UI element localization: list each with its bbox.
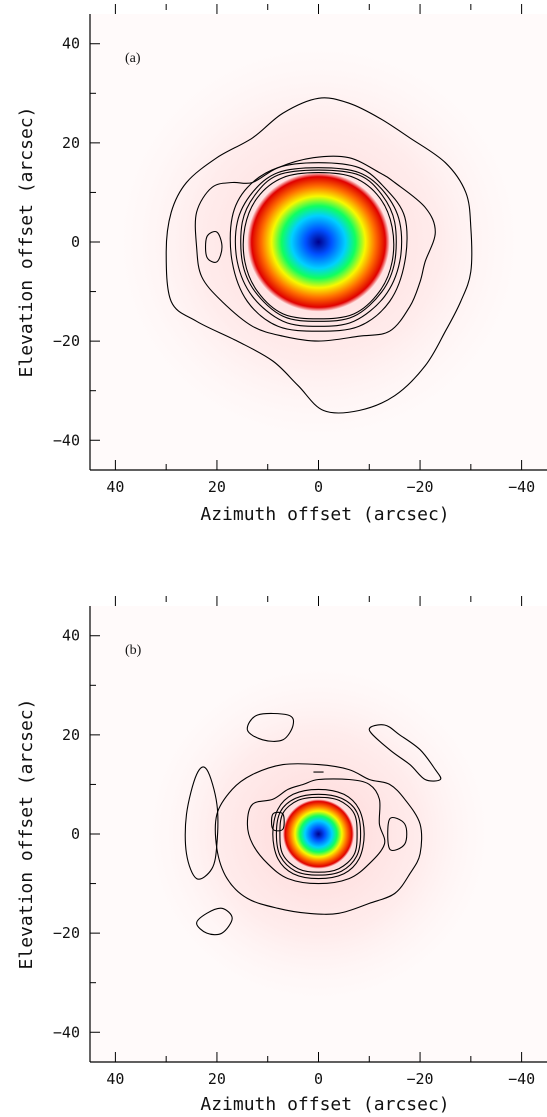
contour-line <box>240 169 397 322</box>
contour-line <box>387 817 408 851</box>
y-tick-label: 20 <box>62 726 80 744</box>
contour-line <box>234 167 403 327</box>
panel-a: 40 20 0 −20 −40 40 20 0 −20 −40 Azimuth offset (ar… <box>16 4 547 525</box>
contour-line <box>229 162 408 332</box>
contour-line <box>275 793 362 876</box>
panel-label: (b) <box>125 643 142 658</box>
contour-line <box>194 155 436 342</box>
x-tick-label: 0 <box>314 1070 323 1088</box>
contour-line <box>272 788 365 880</box>
contour-line <box>368 724 442 782</box>
y-tick-label: −20 <box>53 332 80 350</box>
beam-core <box>247 172 390 312</box>
contour-line <box>246 778 386 885</box>
contour-line <box>184 766 219 880</box>
y-tick-label: 40 <box>62 627 80 645</box>
x-tick-label: −20 <box>407 1070 434 1088</box>
x-tick-label: 40 <box>106 478 124 496</box>
y-tick-label: −40 <box>53 431 80 449</box>
y-tick-label: −20 <box>53 924 80 942</box>
contour-line <box>196 907 233 936</box>
beam-core <box>282 799 355 869</box>
x-tick-label: −20 <box>407 478 434 496</box>
x-tick-label: 0 <box>314 478 323 496</box>
y-tick-label: 0 <box>71 233 80 251</box>
panel-label: (a) <box>125 51 141 66</box>
panel-b: 40 20 0 −20 −40 40 20 0 −20 −40 Azimuth offset (ar… <box>16 596 547 1115</box>
contour-line <box>214 763 423 915</box>
contour-line <box>279 796 358 873</box>
plot-area <box>90 14 547 470</box>
x-tick-label: −40 <box>508 1070 535 1088</box>
contour-line <box>246 712 295 742</box>
y-tick-label: 0 <box>71 825 80 843</box>
y-tick-label: 40 <box>62 35 80 53</box>
x-tick-label: 20 <box>208 1070 226 1088</box>
contour-line <box>165 97 473 414</box>
x-tick-label: −40 <box>508 478 535 496</box>
y-tick-label: −40 <box>53 1023 80 1041</box>
contour-line <box>204 231 223 263</box>
x-tick-label: 20 <box>208 478 226 496</box>
x-axis-title: Azimuth offset (arcsec) <box>200 504 449 525</box>
contour-line <box>242 172 395 320</box>
plot-area <box>90 606 547 1062</box>
x-tick-label: 40 <box>106 1070 124 1088</box>
y-tick-label: 20 <box>62 134 80 152</box>
y-axis-title: Elevation offset (arcsec) <box>16 107 37 378</box>
x-axis-title: Azimuth offset (arcsec) <box>200 1094 449 1115</box>
y-axis-title: Elevation offset (arcsec) <box>16 699 37 970</box>
